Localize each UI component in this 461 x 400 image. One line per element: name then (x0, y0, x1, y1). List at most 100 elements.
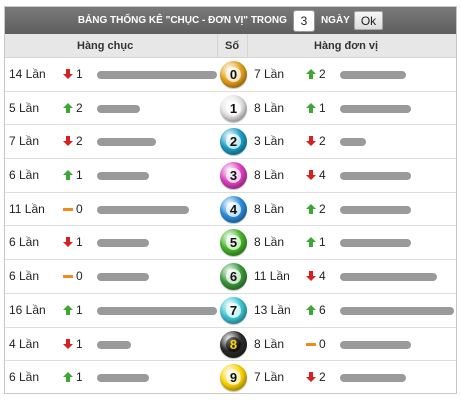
table-row: 5 Lần 2 1 8 Lần 1 (5, 92, 456, 126)
table-row: 7 Lần 2 2 3 Lần 2 (5, 125, 456, 160)
header-divider (247, 34, 248, 58)
digit-label: 4 (226, 201, 241, 217)
arrow-down-icon (62, 68, 74, 80)
units-delta: 4 (319, 168, 326, 183)
tens-times: 4 Lần (9, 336, 40, 351)
arrow-up-icon (305, 68, 317, 80)
table-row: 11 Lần 0 4 8 Lần 2 (5, 193, 456, 227)
units-bar (340, 71, 406, 79)
units-bar (340, 104, 411, 113)
tens-times: 11 Lần (9, 201, 45, 216)
arrow-up-icon (62, 371, 74, 383)
header-divider (217, 34, 218, 58)
units-times: 7 Lần (254, 67, 285, 81)
digit-ball: 7 (220, 296, 247, 324)
digit-ball: 6 (220, 263, 247, 291)
tens-bar (97, 104, 140, 113)
units-bar (340, 239, 411, 248)
stats-table: BẢNG THỐNG KÊ "CHỤC - ĐƠN VỊ" TRONG NGÀY… (4, 6, 457, 394)
tens-times: 6 Lần (9, 168, 40, 183)
digit-ball: 1 (220, 94, 247, 122)
tens-times: 14 Lần (9, 67, 46, 81)
digit-label: 9 (226, 370, 241, 386)
table-header: Hàng chục Số Hàng đơn vị (5, 34, 456, 58)
arrow-down-icon (62, 236, 74, 248)
tens-bar (97, 239, 149, 248)
dash-icon (62, 270, 74, 282)
units-delta: 2 (319, 67, 326, 81)
arrow-up-icon (305, 102, 317, 114)
table-row: 16 Lần 1 7 13 Lần 6 (5, 294, 456, 328)
days-input[interactable] (292, 9, 315, 32)
tens-bar (97, 71, 217, 79)
tens-bar (97, 172, 149, 181)
units-times: 8 Lần (254, 235, 285, 250)
units-times: 8 Lần (254, 100, 285, 115)
arrow-up-icon (305, 203, 317, 215)
table-row: 6 Lần 1 3 8 Lần 4 (5, 159, 456, 193)
arrow-down-icon (62, 135, 74, 147)
units-times: 8 Lần (254, 168, 285, 183)
tens-delta: 1 (76, 235, 83, 250)
units-bar (340, 205, 411, 214)
days-label: NGÀY (320, 15, 350, 26)
units-bar (340, 138, 366, 147)
digit-label: 0 (226, 67, 241, 82)
units-bar (340, 172, 411, 181)
units-delta: 2 (319, 201, 326, 216)
arrow-down-icon (305, 371, 317, 383)
ok-button[interactable]: Ok (353, 11, 384, 30)
tens-delta: 2 (76, 100, 83, 115)
tens-bar (97, 340, 131, 349)
units-times: 3 Lần (254, 134, 285, 149)
tens-delta: 2 (76, 134, 83, 149)
units-times: 13 Lần (254, 302, 291, 317)
arrow-up-icon (305, 304, 317, 316)
digit-ball: 4 (220, 195, 247, 223)
tens-bar (97, 374, 149, 383)
tens-times: 7 Lần (9, 134, 40, 149)
arrow-down-icon (305, 169, 317, 181)
tens-delta: 0 (76, 269, 83, 284)
digit-label: 8 (226, 336, 241, 352)
table-row: 4 Lần 1 8 8 Lần 0 (5, 328, 456, 362)
digit-label: 1 (226, 100, 241, 116)
digit-ball: 2 (220, 128, 247, 156)
dash-icon (62, 203, 74, 215)
toolbar-title: BẢNG THỐNG KÊ "CHỤC - ĐƠN VỊ" TRONG (77, 15, 287, 26)
tens-bar (97, 273, 149, 282)
units-delta: 2 (319, 134, 326, 149)
units-delta: 1 (319, 235, 326, 250)
tens-delta: 1 (76, 370, 83, 385)
arrow-up-icon (305, 236, 317, 248)
arrow-up-icon (62, 304, 74, 316)
arrow-up-icon (62, 169, 74, 181)
digit-label: 7 (226, 302, 241, 318)
digit-label: 2 (226, 134, 241, 150)
tens-times: 6 Lần (9, 370, 40, 385)
digit-ball: 0 (220, 61, 247, 88)
tens-delta: 1 (76, 302, 83, 317)
digit-label: 6 (226, 269, 241, 285)
digit-ball: 5 (220, 229, 247, 257)
units-times: 11 Lần (254, 269, 290, 284)
digit-label: 5 (226, 235, 241, 251)
units-bar (340, 340, 411, 349)
toolbar: BẢNG THỐNG KÊ "CHỤC - ĐƠN VỊ" TRONG NGÀY… (5, 7, 456, 34)
tens-times: 6 Lần (9, 269, 40, 284)
units-bar (340, 273, 437, 282)
arrow-down-icon (305, 270, 317, 282)
tens-times: 16 Lần (9, 302, 46, 317)
header-units: Hàng đơn vị (314, 40, 379, 52)
tens-delta: 1 (76, 67, 83, 81)
table-row: 14 Lần 1 0 7 Lần 2 (5, 58, 456, 92)
tens-delta: 1 (76, 168, 83, 183)
tens-times: 6 Lần (9, 235, 40, 250)
tens-times: 5 Lần (9, 100, 40, 115)
tens-delta: 1 (76, 336, 83, 351)
digit-ball: 3 (220, 162, 247, 190)
arrow-down-icon (305, 135, 317, 147)
table-body: 14 Lần 1 0 7 Lần 2 5 Lần 2 1 8 Lần 1 7 Lần 2 2 3 Lần 2… (5, 58, 456, 395)
table-row: 6 Lần 1 5 8 Lần 1 (5, 226, 456, 261)
table-row: 6 Lần 0 6 11 Lần 4 (5, 260, 456, 294)
